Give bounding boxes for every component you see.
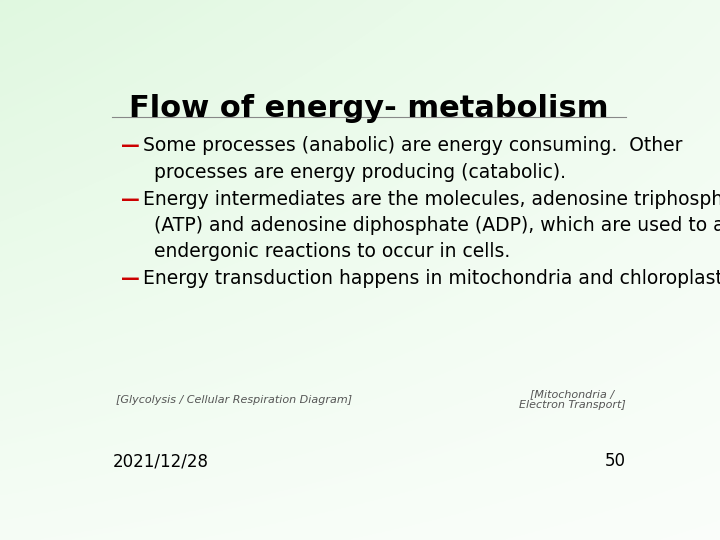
Text: [Glycolysis / Cellular Respiration Diagram]: [Glycolysis / Cellular Respiration Diagr… (116, 395, 352, 404)
Text: endergonic reactions to occur in cells.: endergonic reactions to occur in cells. (154, 242, 510, 261)
Text: processes are energy producing (catabolic).: processes are energy producing (cataboli… (154, 163, 566, 181)
Text: (ATP) and adenosine diphosphate (ADP), which are used to allow: (ATP) and adenosine diphosphate (ADP), w… (154, 216, 720, 235)
Text: 2021/12/28: 2021/12/28 (112, 452, 208, 470)
Text: —: — (121, 136, 140, 156)
Text: Energy intermediates are the molecules, adenosine triphosphate: Energy intermediates are the molecules, … (143, 190, 720, 208)
Text: —: — (121, 190, 140, 208)
Text: [Mitochondria /
Electron Transport]: [Mitochondria / Electron Transport] (519, 389, 626, 410)
Text: 50: 50 (605, 452, 626, 470)
Text: Some processes (anabolic) are energy consuming.  Other: Some processes (anabolic) are energy con… (143, 136, 683, 156)
Text: Energy transduction happens in mitochondria and chloroplasts .: Energy transduction happens in mitochond… (143, 268, 720, 287)
Text: Flow of energy- metabolism: Flow of energy- metabolism (129, 94, 608, 123)
Text: —: — (121, 268, 140, 287)
